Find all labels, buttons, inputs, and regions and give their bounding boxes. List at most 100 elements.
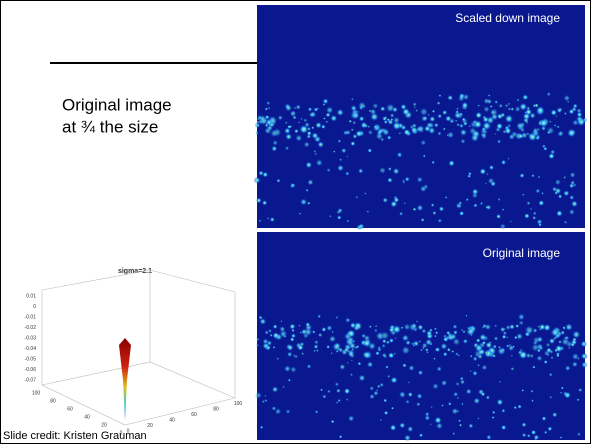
response-blob xyxy=(538,223,542,227)
response-blob xyxy=(257,115,263,121)
response-blob xyxy=(506,336,508,338)
response-blob xyxy=(486,395,490,399)
response-blob xyxy=(459,424,462,427)
response-blob xyxy=(420,140,426,146)
response-blob xyxy=(426,330,432,336)
response-blob xyxy=(526,353,531,358)
response-blob xyxy=(378,348,382,352)
z-tick-label: -0.03 xyxy=(25,335,37,341)
response-blob xyxy=(519,320,524,325)
response-blob xyxy=(503,331,507,335)
response-blob xyxy=(486,206,489,209)
response-blob xyxy=(382,353,387,358)
response-blob xyxy=(326,325,332,331)
response-blob xyxy=(494,336,498,340)
response-blob xyxy=(563,190,569,196)
response-blob xyxy=(475,112,482,119)
response-blob xyxy=(285,121,288,124)
response-blob xyxy=(557,107,562,112)
response-blob xyxy=(536,355,542,361)
response-blob xyxy=(492,416,495,419)
response-blob xyxy=(421,329,426,334)
response-blob xyxy=(255,392,262,399)
response-blob xyxy=(445,196,448,199)
response-blob xyxy=(571,200,578,207)
response-blob xyxy=(460,129,467,136)
response-blob xyxy=(532,127,538,133)
response-blob xyxy=(387,135,392,140)
response-blob xyxy=(443,128,446,131)
y-tick-label: 60 xyxy=(191,412,197,418)
response-blob xyxy=(437,101,441,105)
response-blob xyxy=(349,120,352,123)
response-blob xyxy=(583,118,587,122)
response-blob xyxy=(327,168,331,172)
response-blob xyxy=(337,165,344,172)
response-blob xyxy=(347,362,349,364)
response-blob xyxy=(506,344,510,348)
response-blob xyxy=(374,329,378,333)
response-blob xyxy=(455,120,457,122)
response-blob xyxy=(542,416,547,421)
response-blob xyxy=(460,377,464,381)
response-blob xyxy=(489,341,492,344)
response-blob xyxy=(301,329,307,335)
response-blob xyxy=(501,160,506,165)
response-blob xyxy=(352,121,356,125)
response-blob xyxy=(493,345,497,349)
response-blob xyxy=(423,155,426,158)
response-blob xyxy=(313,350,315,352)
response-blob xyxy=(416,402,420,406)
response-blob xyxy=(348,415,354,421)
response-blob xyxy=(435,347,440,352)
response-blob xyxy=(451,120,454,123)
response-blob xyxy=(307,202,310,205)
response-blob xyxy=(404,202,406,204)
response-blob xyxy=(578,388,582,392)
response-blob xyxy=(344,333,352,341)
response-blob xyxy=(402,363,406,367)
response-blob xyxy=(390,424,397,431)
response-blob xyxy=(344,388,350,394)
response-blob xyxy=(443,334,447,338)
response-blob xyxy=(273,346,276,349)
response-blob xyxy=(477,364,479,366)
response-blob xyxy=(259,219,262,222)
response-blob xyxy=(380,419,382,421)
response-blob xyxy=(442,110,447,115)
response-blob xyxy=(514,336,517,339)
response-blob xyxy=(399,132,401,134)
response-blob xyxy=(461,139,466,144)
response-blob xyxy=(284,128,290,134)
response-blob xyxy=(320,388,323,391)
response-blob xyxy=(474,120,482,128)
response-blob xyxy=(425,412,430,417)
response-blob xyxy=(522,433,527,438)
response-blob xyxy=(383,399,387,403)
response-blob xyxy=(268,116,277,125)
response-blob xyxy=(331,352,333,354)
response-blob xyxy=(461,403,463,405)
response-blob xyxy=(469,370,471,372)
response-blob xyxy=(490,108,498,116)
response-blob xyxy=(304,122,309,127)
response-blob xyxy=(262,400,265,403)
response-blob xyxy=(358,102,366,110)
response-blob xyxy=(356,345,360,349)
response-blob xyxy=(393,168,400,175)
response-blob xyxy=(539,328,541,330)
response-blob xyxy=(271,146,277,152)
response-blob xyxy=(289,324,295,330)
response-blob xyxy=(255,131,258,134)
response-blob xyxy=(552,412,557,417)
response-blob xyxy=(497,399,504,406)
response-blob xyxy=(345,317,350,322)
response-blob xyxy=(441,343,448,350)
response-blob xyxy=(390,118,393,121)
response-blob xyxy=(496,123,503,130)
response-blob xyxy=(429,116,435,122)
response-blob xyxy=(478,104,480,106)
response-blob xyxy=(560,330,565,335)
response-blob xyxy=(522,94,528,100)
response-blob xyxy=(293,115,297,119)
